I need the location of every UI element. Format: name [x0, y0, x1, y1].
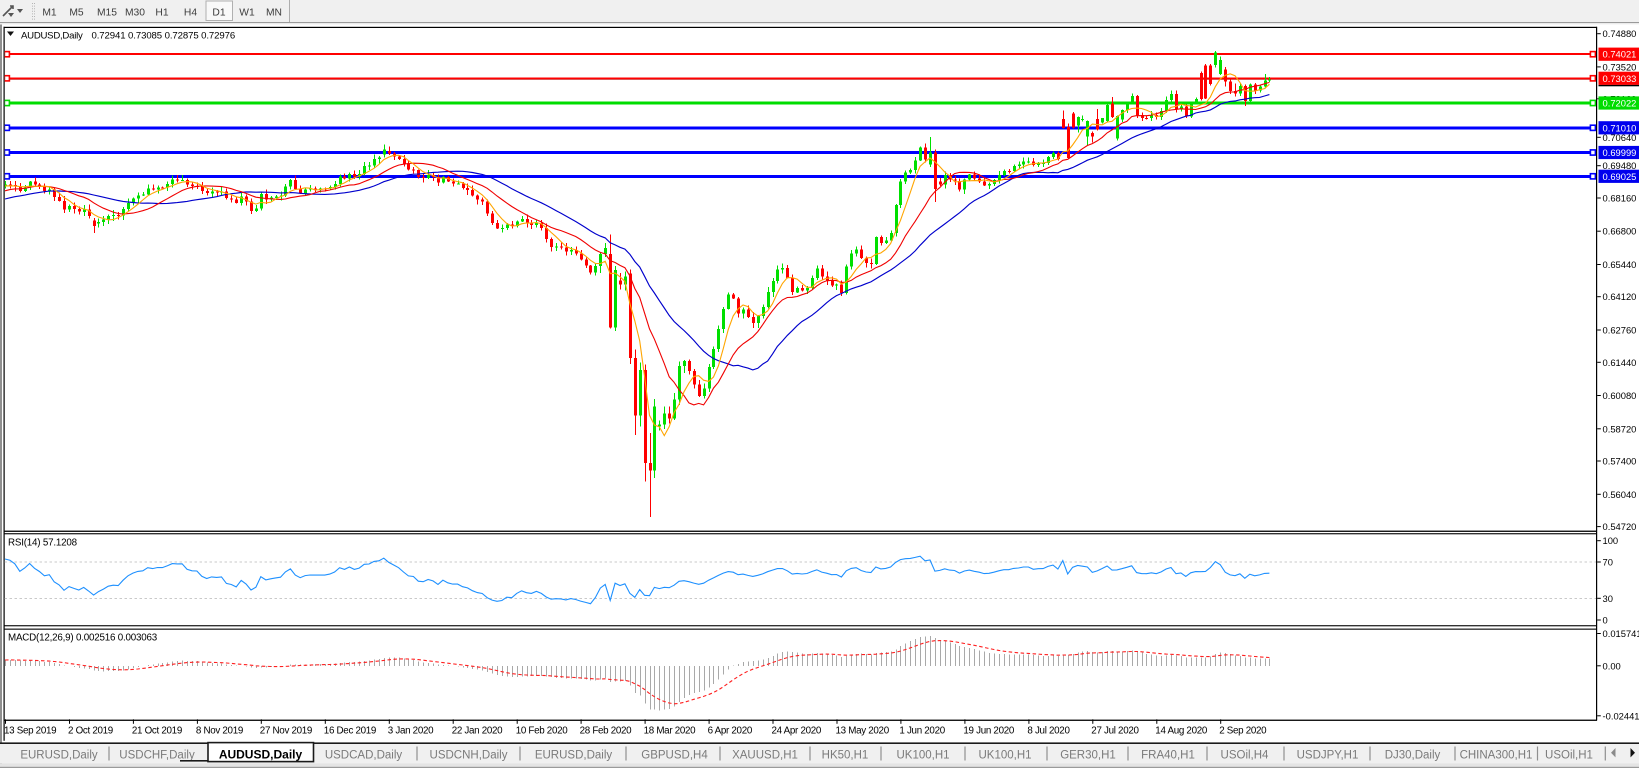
svg-text:100: 100 [1603, 535, 1619, 546]
svg-text:0.70640: 0.70640 [1603, 132, 1637, 143]
svg-text:USOil,H4: USOil,H4 [1221, 750, 1270, 762]
svg-text:0.68160: 0.68160 [1603, 193, 1637, 204]
svg-text:0.69999: 0.69999 [1603, 147, 1637, 158]
svg-text:M1: M1 [42, 8, 57, 19]
svg-text:0.60080: 0.60080 [1603, 390, 1637, 401]
svg-text:DJ30,Daily: DJ30,Daily [1385, 750, 1441, 762]
svg-text:0.66800: 0.66800 [1603, 226, 1637, 237]
svg-text:AUDUSD,Daily: AUDUSD,Daily [219, 748, 303, 762]
svg-text:30: 30 [1603, 593, 1613, 604]
svg-text:0.56040: 0.56040 [1603, 489, 1637, 500]
svg-text:MN: MN [266, 8, 282, 19]
svg-text:0.65440: 0.65440 [1603, 259, 1637, 270]
svg-text:0.69480: 0.69480 [1603, 160, 1637, 171]
svg-text:13 Sep 2019: 13 Sep 2019 [4, 726, 56, 737]
svg-text:0: 0 [1603, 615, 1608, 626]
svg-text:EURUSD,Daily: EURUSD,Daily [535, 750, 613, 762]
svg-text:2 Sep 2020: 2 Sep 2020 [1219, 726, 1267, 737]
svg-text:27 Jul 2020: 27 Jul 2020 [1091, 726, 1139, 737]
svg-text:H1: H1 [155, 8, 168, 19]
svg-text:0.57400: 0.57400 [1603, 456, 1637, 467]
svg-text:UK100,H1: UK100,H1 [978, 750, 1031, 762]
svg-text:AUDUSD,Daily: AUDUSD,Daily [21, 30, 83, 41]
svg-text:0.64120: 0.64120 [1603, 291, 1637, 302]
svg-text:UK100,H1: UK100,H1 [896, 750, 949, 762]
svg-text:0.73033: 0.73033 [1603, 73, 1637, 84]
svg-text:D1: D1 [212, 8, 225, 19]
svg-text:22 Jan 2020: 22 Jan 2020 [452, 726, 503, 737]
svg-text:W1: W1 [239, 8, 255, 19]
svg-text:24 Apr 2020: 24 Apr 2020 [772, 726, 822, 737]
svg-text:28 Feb 2020: 28 Feb 2020 [580, 726, 633, 737]
svg-text:HK50,H1: HK50,H1 [822, 750, 869, 762]
svg-text:19 Jun 2020: 19 Jun 2020 [963, 726, 1014, 737]
svg-text:USDCAD,Daily: USDCAD,Daily [325, 750, 403, 762]
svg-text:0.72022: 0.72022 [1603, 98, 1637, 109]
svg-text:0.74880: 0.74880 [1603, 28, 1637, 39]
svg-text:0.71010: 0.71010 [1603, 122, 1637, 133]
svg-text:USDCHF,Daily: USDCHF,Daily [119, 750, 195, 762]
svg-text:0.61440: 0.61440 [1603, 357, 1637, 368]
svg-text:13 May 2020: 13 May 2020 [836, 726, 890, 737]
svg-text:0.72941 0.73085 0.72875 0.7297: 0.72941 0.73085 0.72875 0.72976 [92, 30, 236, 41]
svg-text:0.015741: 0.015741 [1603, 628, 1639, 639]
svg-text:0.00: 0.00 [1603, 660, 1621, 671]
svg-text:1 Jun 2020: 1 Jun 2020 [899, 726, 945, 737]
svg-text:GBPUSD,H4: GBPUSD,H4 [641, 750, 708, 762]
svg-text:10 Feb 2020: 10 Feb 2020 [516, 726, 569, 737]
svg-text:M15: M15 [97, 8, 117, 19]
svg-text:2 Oct 2019: 2 Oct 2019 [68, 726, 113, 737]
svg-text:USDCNH,Daily: USDCNH,Daily [430, 750, 508, 762]
svg-text:MACD(12,26,9) 0.002516 0.00306: MACD(12,26,9) 0.002516 0.003063 [8, 633, 158, 644]
svg-text:-0.024412: -0.024412 [1603, 710, 1639, 721]
svg-text:0.74021: 0.74021 [1603, 49, 1637, 60]
svg-text:16 Dec 2019: 16 Dec 2019 [324, 726, 376, 737]
svg-text:0.62760: 0.62760 [1603, 325, 1637, 336]
svg-text:8 Nov 2019: 8 Nov 2019 [196, 726, 243, 737]
svg-text:8 Jul 2020: 8 Jul 2020 [1027, 726, 1070, 737]
svg-text:USOil,H1: USOil,H1 [1545, 750, 1593, 762]
svg-text:0.54720: 0.54720 [1603, 521, 1637, 532]
svg-text:21 Oct 2019: 21 Oct 2019 [132, 726, 182, 737]
svg-text:XAUUSD,H1: XAUUSD,H1 [732, 750, 798, 762]
svg-text:0.69025: 0.69025 [1603, 171, 1637, 182]
svg-text:70: 70 [1603, 557, 1613, 568]
svg-text:FRA40,H1: FRA40,H1 [1141, 750, 1195, 762]
svg-text:6 Apr 2020: 6 Apr 2020 [708, 726, 753, 737]
svg-text:0.73520: 0.73520 [1603, 61, 1637, 72]
svg-text:14 Aug 2020: 14 Aug 2020 [1155, 726, 1208, 737]
svg-text:27 Nov 2019: 27 Nov 2019 [260, 726, 312, 737]
svg-text:H4: H4 [184, 8, 197, 19]
svg-text:M5: M5 [69, 8, 84, 19]
svg-text:18 Mar 2020: 18 Mar 2020 [644, 726, 697, 737]
svg-text:3 Jan 2020: 3 Jan 2020 [388, 726, 434, 737]
svg-text:0.58720: 0.58720 [1603, 423, 1637, 434]
svg-text:M30: M30 [125, 8, 145, 19]
svg-text:USDJPY,H1: USDJPY,H1 [1297, 750, 1359, 762]
svg-text:GER30,H1: GER30,H1 [1060, 750, 1116, 762]
svg-text:RSI(14) 57.1208: RSI(14) 57.1208 [8, 538, 78, 549]
svg-text:EURUSD,Daily: EURUSD,Daily [20, 750, 98, 762]
svg-text:CHINA300,H1: CHINA300,H1 [1460, 750, 1533, 762]
